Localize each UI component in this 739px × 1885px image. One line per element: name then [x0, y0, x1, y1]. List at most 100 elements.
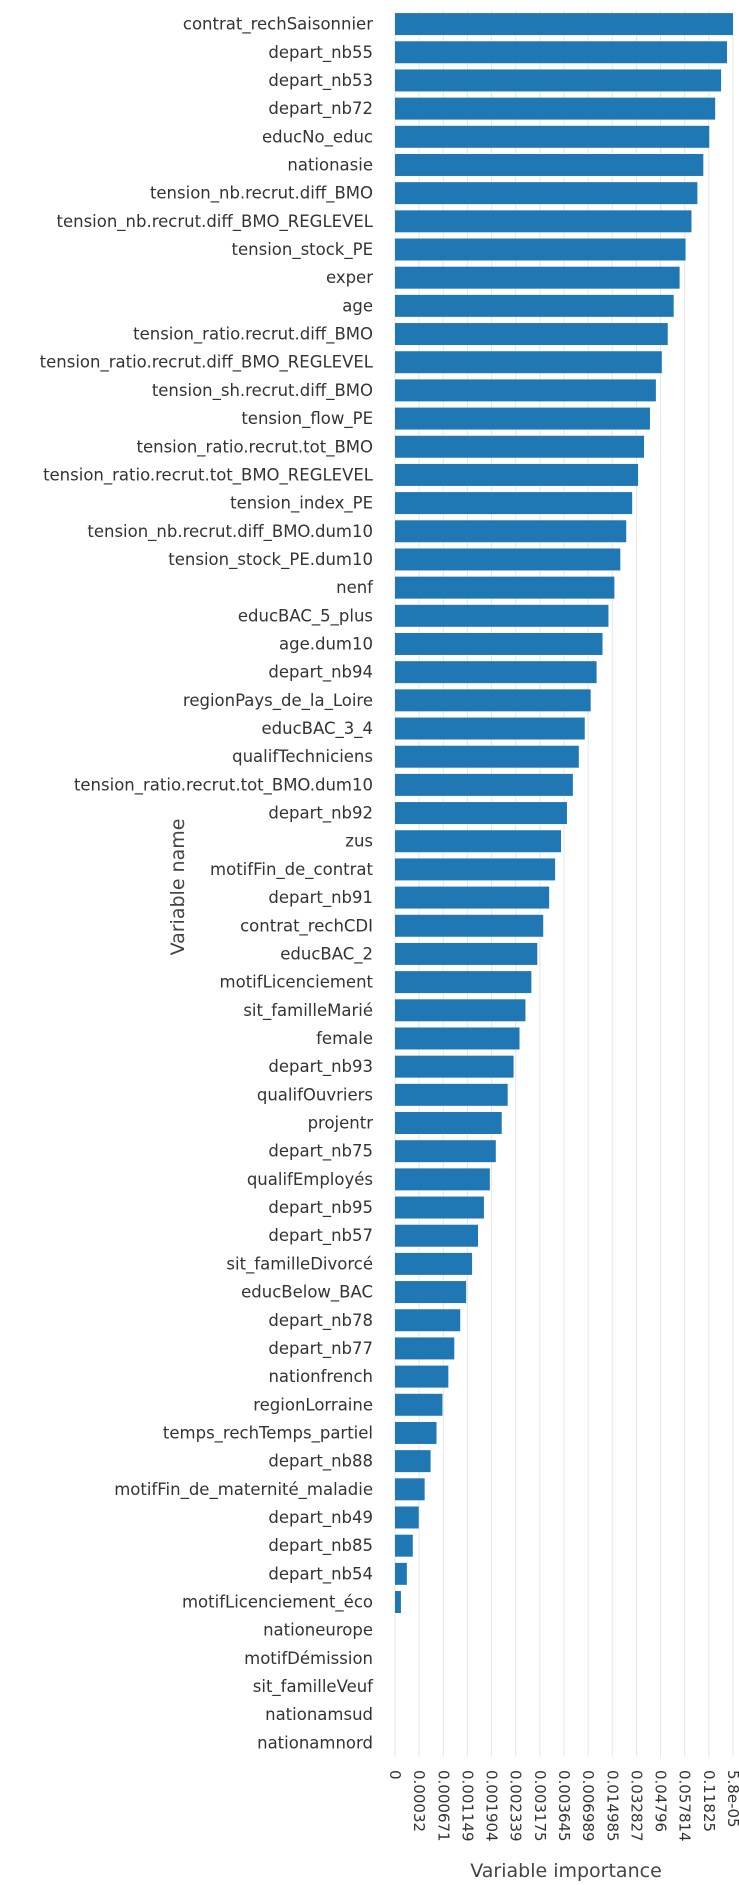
x-tick-label: 0.006989	[579, 1770, 597, 1842]
x-tick-label: 0.014985	[603, 1770, 621, 1842]
category-label: motifDémission	[244, 1649, 373, 1668]
bar	[395, 1252, 473, 1275]
bar	[395, 1591, 401, 1614]
bar	[395, 1055, 514, 1078]
bars	[395, 13, 733, 1614]
category-label: depart_nb91	[268, 888, 373, 908]
category-label: educBelow_BAC	[241, 1283, 373, 1303]
bar	[395, 125, 710, 148]
x-tick-label: 5.8e-05	[724, 1770, 739, 1828]
category-label: nationfrench	[268, 1367, 373, 1386]
category-label: nationasie	[287, 155, 373, 174]
bar	[395, 294, 674, 317]
category-label: depart_nb55	[268, 43, 373, 63]
category-label: tension_stock_PE.dum10	[168, 550, 373, 570]
bar	[395, 1534, 413, 1557]
x-tick-label: 0.001149	[458, 1770, 476, 1842]
category-label: depart_nb75	[268, 1142, 373, 1162]
bar	[395, 1506, 419, 1529]
bar	[395, 604, 609, 627]
y-axis-title: Variable name	[167, 819, 189, 956]
category-label: temps_rechTemps_partiel	[163, 1423, 373, 1443]
bar	[395, 1562, 407, 1585]
category-label: tension_sh.recrut.diff_BMO	[152, 381, 373, 401]
category-label: sit_familleVeuf	[253, 1677, 374, 1697]
bar	[395, 41, 728, 64]
category-label: tension_ratio.recrut.tot_BMO	[137, 437, 374, 457]
category-label: educNo_educ	[262, 127, 373, 147]
category-label: contrat_rechSaisonnier	[183, 15, 373, 35]
category-label: sit_familleMarié	[243, 1001, 373, 1021]
category-label: tension_ratio.recrut.tot_BMO.dum10	[74, 775, 373, 795]
bar	[395, 323, 668, 346]
category-label: depart_nb93	[268, 1057, 373, 1077]
x-tick-label: 0.003645	[555, 1770, 573, 1842]
category-label: tension_ratio.recrut.diff_BMO	[133, 325, 373, 345]
category-label: tension_nb.recrut.diff_BMO	[150, 184, 373, 204]
category-label: contrat_rechCDI	[240, 916, 373, 936]
bar	[395, 971, 532, 994]
bar	[395, 492, 633, 515]
category-label: depart_nb95	[268, 1198, 373, 1218]
bar	[395, 661, 597, 684]
category-label: tension_ratio.recrut.diff_BMO_REGLEVEL	[40, 353, 374, 373]
bar	[395, 914, 544, 937]
bar	[395, 13, 733, 36]
bar	[395, 407, 650, 430]
category-label: tension_ratio.recrut.tot_BMO_REGLEVEL	[43, 465, 374, 485]
category-label: depart_nb94	[268, 663, 373, 683]
category-label: motifLicenciement	[220, 973, 374, 992]
category-label: tension_stock_PE	[232, 240, 373, 260]
bar	[395, 210, 692, 233]
category-label: qualifEmployés	[247, 1170, 373, 1189]
category-label: qualifTechniciens	[232, 747, 373, 766]
bar	[395, 69, 722, 92]
bar	[395, 802, 567, 825]
bar	[395, 858, 556, 881]
x-tick-label: 0.001904	[483, 1770, 501, 1842]
bar	[395, 153, 704, 176]
category-label: motifFin_de_maternité_maladie	[114, 1480, 373, 1500]
bar	[395, 1365, 449, 1388]
bar	[395, 1450, 431, 1473]
category-label: motifFin_de_contrat	[210, 860, 373, 880]
bar	[395, 1027, 520, 1050]
bar	[395, 1140, 496, 1163]
x-tick-label: 0.00032	[410, 1770, 428, 1832]
category-label: age	[342, 296, 373, 315]
bar	[395, 717, 585, 740]
bar	[395, 1112, 502, 1134]
category-label: tension_index_PE	[230, 494, 373, 514]
bar	[395, 576, 615, 599]
bar	[395, 1168, 490, 1191]
bar	[395, 1196, 484, 1219]
x-axis-title: Variable importance	[470, 1860, 662, 1882]
category-label: depart_nb88	[268, 1452, 373, 1472]
bar	[395, 1337, 455, 1360]
category-label: depart_nb85	[268, 1536, 373, 1556]
category-label: nationamnord	[257, 1733, 373, 1752]
bar	[395, 266, 680, 289]
x-tick-label: 0.04796	[652, 1770, 670, 1832]
x-tick-label: 0.002339	[507, 1770, 525, 1842]
x-tick-label: 0.000671	[434, 1770, 452, 1842]
bar	[395, 238, 686, 261]
bar	[395, 689, 591, 712]
category-label: projentr	[308, 1114, 374, 1133]
category-label: zus	[345, 832, 373, 851]
category-label: educBAC_2	[280, 944, 373, 964]
category-label: depart_nb78	[268, 1311, 373, 1331]
category-label: educBAC_3_4	[262, 719, 374, 739]
category-label: female	[316, 1029, 373, 1048]
category-label: nationamsud	[265, 1705, 373, 1724]
bar	[395, 1281, 467, 1304]
category-labels: contrat_rechSaisonnier depart_nb55 depart_…	[40, 15, 375, 1753]
category-label: motifLicenciement_éco	[182, 1593, 373, 1613]
bar	[395, 942, 538, 965]
category-label: depart_nb92	[268, 804, 373, 824]
bar	[395, 1083, 508, 1106]
category-label: qualifOuvriers	[257, 1085, 373, 1104]
x-tick-label: 0.11825	[700, 1770, 718, 1832]
bar	[395, 886, 550, 909]
